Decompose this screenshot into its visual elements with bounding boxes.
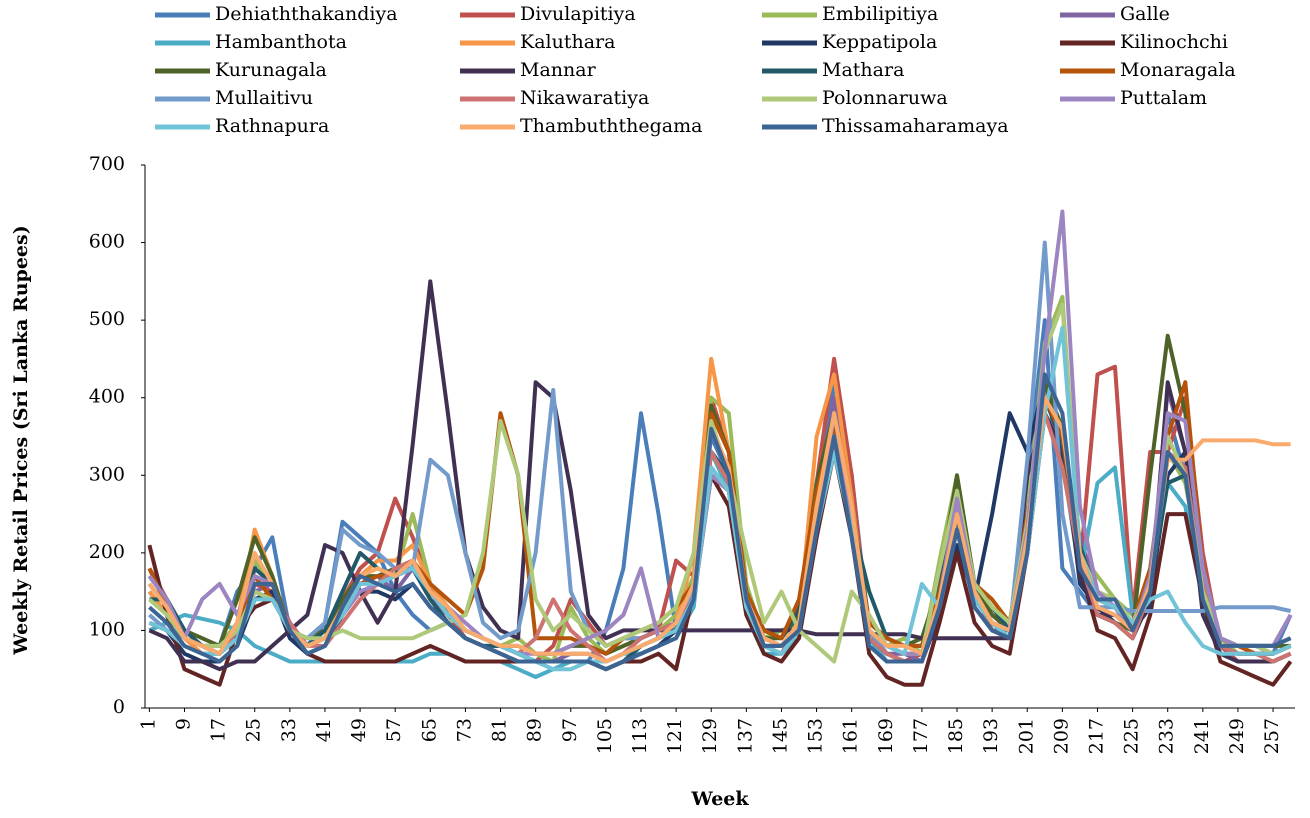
y-tick-label: 300 [89, 463, 125, 485]
y-tick-label: 500 [89, 308, 125, 330]
legend-label: Kurunagala [215, 59, 327, 81]
x-tick-label: 89 [524, 718, 546, 742]
legend-label: Kaluthara [520, 31, 615, 53]
y-tick-label: 200 [89, 541, 125, 563]
x-tick-label: 209 [1050, 718, 1072, 754]
legend-label: Monaragala [1120, 59, 1236, 81]
x-axis-label: Week [690, 788, 749, 810]
y-tick-label: 100 [89, 618, 125, 640]
x-tick-label: 201 [1015, 718, 1037, 754]
x-tick-label: 137 [734, 718, 756, 754]
series-line [147, 411, 1292, 664]
x-tick-label: 81 [489, 718, 511, 742]
x-tick-label: 25 [243, 718, 265, 742]
y-tick-label: 400 [89, 386, 125, 408]
x-tick-label: 249 [1226, 718, 1248, 754]
x-tick-label: 225 [1121, 718, 1143, 754]
y-tick-label: 700 [89, 153, 125, 175]
x-tick-label: 177 [910, 718, 932, 754]
x-tick-label: 161 [840, 718, 862, 754]
x-tick-label: 185 [945, 718, 967, 754]
x-tick-label: 193 [980, 718, 1002, 754]
legend-label: Thissamaharamaya [822, 115, 1009, 137]
x-tick-label: 257 [1261, 718, 1283, 754]
x-tick-label: 153 [805, 718, 827, 754]
x-tick-label: 97 [559, 718, 581, 742]
x-tick-label: 217 [1085, 718, 1107, 754]
x-tick-label: 113 [629, 718, 651, 754]
legend-label: Puttalam [1120, 87, 1207, 109]
legend-label: Polonnaruwa [822, 87, 948, 109]
x-tick-label: 121 [664, 718, 686, 754]
x-tick-label: 17 [208, 718, 230, 742]
x-tick-label: 169 [875, 718, 897, 754]
series-line [147, 411, 1293, 687]
y-axis-label: Weekly Retail Prices (Sri Lanka Rupees) [10, 225, 32, 655]
x-tick-label: 1 [137, 718, 159, 730]
legend-label: Thambuththegama [520, 115, 702, 137]
legend-label: Dehiaththakandiya [215, 3, 398, 25]
x-tick-label: 145 [769, 718, 791, 754]
legend-label: Mathara [822, 59, 904, 81]
legend-label: Rathnapura [215, 115, 329, 137]
x-tick-label: 33 [278, 718, 300, 742]
x-tick-label: 105 [594, 718, 616, 754]
x-tick-label: 233 [1156, 718, 1178, 754]
x-tick-label: 241 [1191, 718, 1213, 754]
legend-label: Divulapitiya [520, 3, 636, 25]
legend-label: Keppatipola [822, 31, 937, 53]
x-tick-label: 65 [418, 718, 440, 742]
legend-label: Embilipitiya [822, 3, 938, 25]
x-tick-label: 9 [173, 718, 195, 730]
x-tick-label: 129 [699, 718, 721, 754]
legend-label: Galle [1120, 3, 1170, 25]
x-tick-label: 41 [313, 718, 335, 742]
legend-label: Mullaitivu [215, 87, 313, 109]
legend-label: Kilinochchi [1120, 31, 1228, 53]
series-line [148, 372, 1292, 672]
legend-label: Mannar [520, 59, 597, 81]
x-tick-label: 49 [348, 718, 370, 742]
x-tick-label: 57 [383, 718, 405, 742]
legend-label: Nikawaratiya [520, 87, 649, 109]
legend-label: Hambanthota [215, 31, 347, 53]
x-tick-label: 73 [453, 718, 475, 742]
y-tick-label: 600 [89, 231, 125, 253]
y-tick-label: 0 [113, 696, 125, 718]
